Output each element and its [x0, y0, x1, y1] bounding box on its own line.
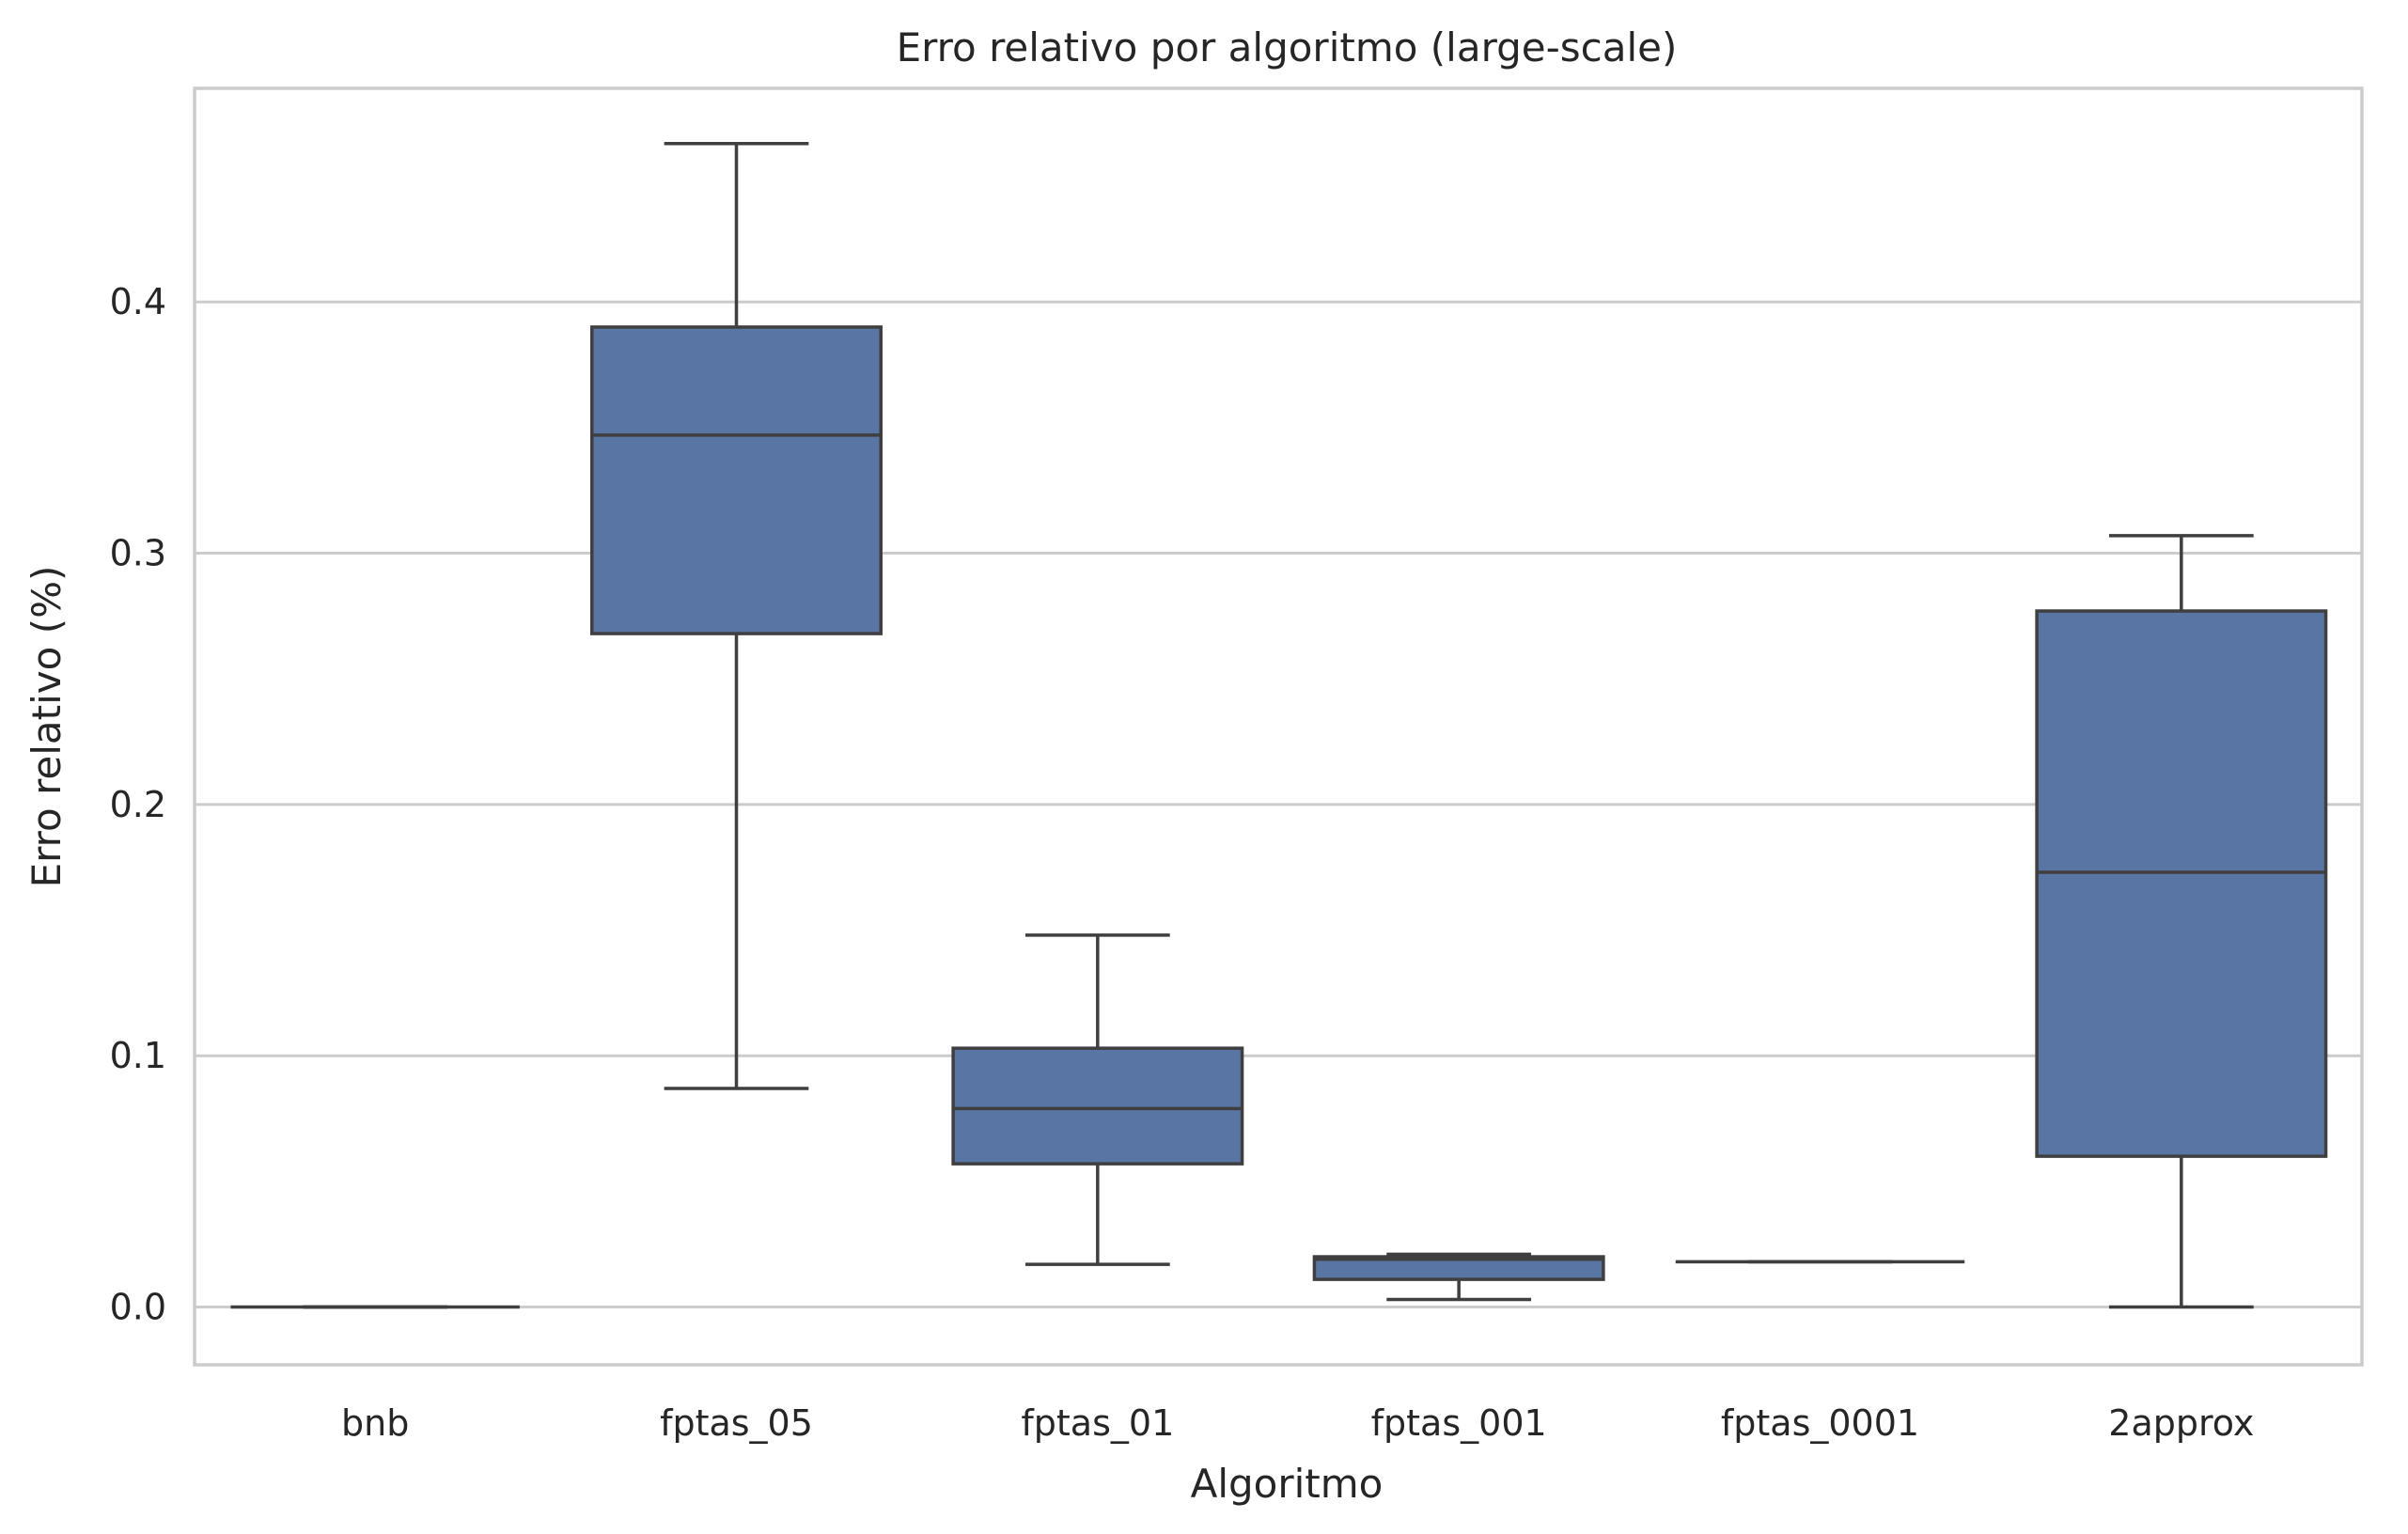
y-tick-label: 0.1 [110, 1035, 166, 1076]
iqr-box [590, 325, 883, 635]
x-tick-label: fptas_0001 [1721, 1402, 1919, 1444]
y-axis-label: Erro relativo (%) [23, 566, 70, 888]
iqr-box [951, 1046, 1244, 1166]
iqr-box [2035, 609, 2328, 1158]
x-tick-label: fptas_01 [1021, 1402, 1174, 1444]
box-fptas_001 [1312, 1252, 1605, 1302]
y-tick-label: 0.4 [110, 281, 166, 322]
box-fptas_01 [951, 933, 1244, 1266]
box-fptas_05 [590, 142, 883, 1090]
grid-lines [195, 300, 2362, 1309]
x-axis-label: Algoritmo [1191, 1461, 1384, 1507]
y-tick-labels: 0.0 0.1 0.2 0.3 0.4 [110, 281, 166, 1327]
x-tick-labels: bnb fptas_05 fptas_01 fptas_001 fptas_0001 2a… [341, 1402, 2254, 1444]
x-tick-label: fptas_05 [660, 1402, 813, 1444]
box-2approx [2035, 534, 2328, 1309]
plot-frame [193, 86, 2364, 1367]
x-tick-label: fptas_001 [1371, 1402, 1547, 1444]
y-tick-label: 0.0 [110, 1287, 166, 1328]
box-plots [230, 142, 2328, 1309]
y-tick-label: 0.2 [110, 784, 166, 825]
x-tick-label: 2approx [2108, 1402, 2254, 1444]
chart-title: Erro relativo por algoritmo (large-scale… [897, 24, 1678, 70]
y-tick-label: 0.3 [110, 533, 166, 574]
x-tick-label: bnb [341, 1402, 409, 1444]
